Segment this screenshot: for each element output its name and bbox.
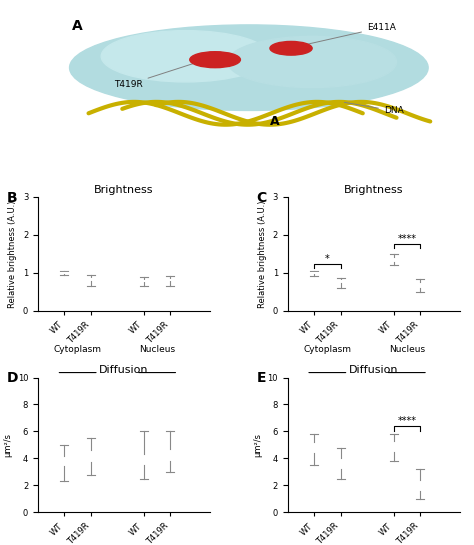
Ellipse shape (228, 37, 396, 88)
Text: Nucleus: Nucleus (389, 345, 425, 354)
Text: ****: **** (397, 234, 416, 244)
Y-axis label: Relative brightness (A.U.): Relative brightness (A.U.) (8, 200, 17, 308)
Title: Diffusion: Diffusion (349, 365, 399, 376)
PathPatch shape (83, 450, 99, 462)
Text: Nucleus: Nucleus (139, 345, 175, 354)
Y-axis label: μm²/s: μm²/s (253, 433, 262, 457)
PathPatch shape (56, 272, 73, 274)
Text: T419R: T419R (114, 63, 196, 89)
PathPatch shape (412, 480, 428, 490)
PathPatch shape (163, 449, 178, 461)
Ellipse shape (270, 41, 312, 55)
Y-axis label: Relative brightness (A.U.): Relative brightness (A.U.) (258, 200, 267, 308)
Y-axis label: μm²/s: μm²/s (3, 433, 12, 457)
Title: Brightness: Brightness (94, 185, 154, 195)
Title: Brightness: Brightness (344, 185, 403, 195)
Ellipse shape (101, 31, 270, 82)
PathPatch shape (56, 456, 73, 467)
PathPatch shape (386, 441, 401, 452)
Text: A: A (270, 115, 280, 128)
Text: *: * (325, 254, 330, 264)
Text: B: B (7, 191, 18, 205)
Text: Cytoplasm: Cytoplasm (54, 345, 101, 354)
Title: Diffusion: Diffusion (99, 365, 149, 376)
PathPatch shape (163, 278, 178, 281)
PathPatch shape (306, 272, 322, 274)
Ellipse shape (190, 52, 240, 68)
PathPatch shape (333, 280, 348, 283)
Text: C: C (256, 191, 267, 205)
Text: DNA: DNA (345, 102, 403, 116)
Text: ****: **** (397, 416, 416, 426)
Text: D: D (7, 371, 18, 385)
PathPatch shape (83, 277, 99, 281)
Text: Cytoplasm: Cytoplasm (303, 345, 351, 354)
PathPatch shape (136, 455, 152, 465)
Text: E411A: E411A (302, 23, 396, 45)
PathPatch shape (386, 257, 401, 262)
Text: E: E (256, 371, 266, 385)
Text: A: A (72, 19, 82, 33)
PathPatch shape (333, 458, 348, 469)
PathPatch shape (136, 278, 152, 282)
PathPatch shape (306, 442, 322, 453)
PathPatch shape (412, 282, 428, 288)
Ellipse shape (70, 25, 428, 111)
